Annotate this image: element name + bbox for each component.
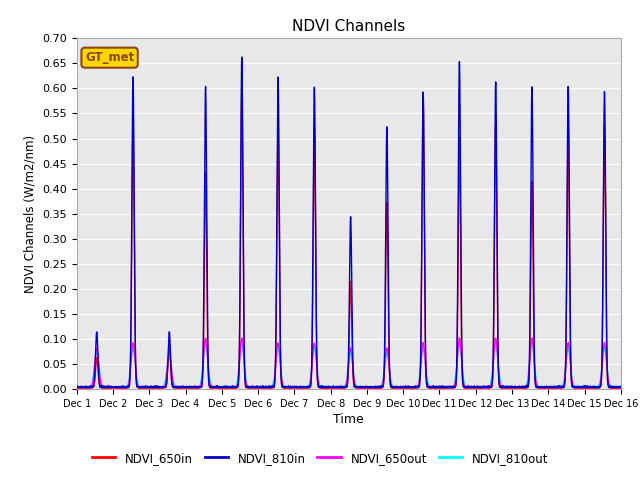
Text: GT_met: GT_met	[85, 51, 134, 64]
Legend: NDVI_650in, NDVI_810in, NDVI_650out, NDVI_810out: NDVI_650in, NDVI_810in, NDVI_650out, NDV…	[87, 447, 553, 469]
Y-axis label: NDVI Channels (W/m2/nm): NDVI Channels (W/m2/nm)	[24, 134, 36, 293]
Title: NDVI Channels: NDVI Channels	[292, 20, 405, 35]
X-axis label: Time: Time	[333, 413, 364, 426]
